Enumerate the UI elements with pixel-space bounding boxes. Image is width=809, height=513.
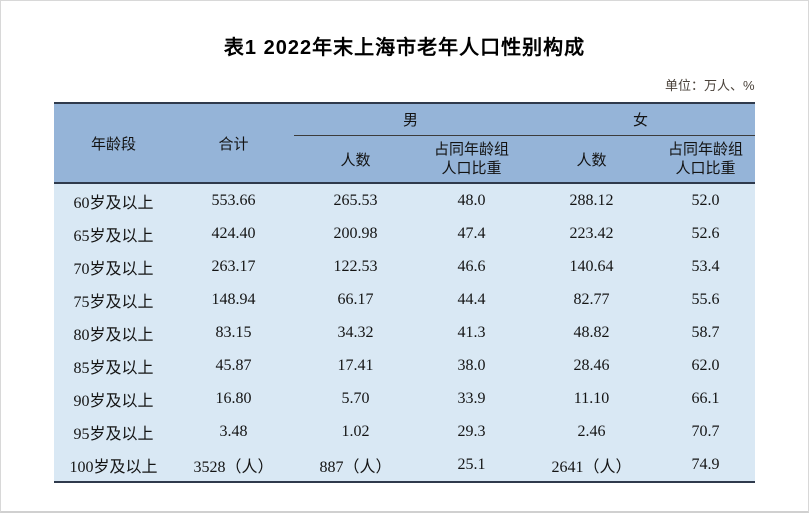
male-share-cell: 41.3 [457,323,486,341]
total-cell: 16.80 [215,389,252,407]
female-count-cell: 2641（人） [551,458,632,476]
age-cell: 90岁及以上 [73,392,154,410]
male-share-cell: 47.4 [457,224,486,242]
age-cell: 75岁及以上 [73,293,154,311]
male-count-cell: 1.02 [341,422,370,440]
header-group-row: 年龄段 合计 男 女 [54,103,755,184]
header-male-share-line2: 人口比重 [441,160,502,177]
male-share-cell: 48.0 [457,191,486,209]
population-table: 年龄段 合计 男 女 人数 占同年龄组 人口比重 人数 占同年龄组 人口比重 6… [54,102,755,483]
age-cell: 65岁及以上 [73,227,154,245]
male-count-cell: 66.17 [337,290,374,308]
age-cell: 70岁及以上 [73,260,154,278]
female-share-cell: 58.7 [691,323,720,341]
header-female-count: 人数 [526,135,657,184]
female-share-cell: 53.4 [691,257,720,275]
male-count-cell: 122.53 [333,257,378,275]
male-count-cell: 17.41 [337,356,374,374]
table-row: 95岁及以上 3.48 1.02 29.3 2.46 70.7 [54,415,754,448]
header-female-share: 占同年龄组 人口比重 [656,135,755,184]
table-row: 85岁及以上 45.87 17.41 38.0 28.46 62.0 [54,349,754,382]
header-male-share-line1: 占同年龄组 [433,140,509,158]
age-cell: 60岁及以上 [73,194,154,212]
male-share-cell: 38.0 [457,356,486,374]
female-share-cell: 70.7 [691,422,720,440]
unit-note: 单位：万人、% [664,78,755,93]
male-share-cell: 33.9 [457,389,486,407]
header-female-share-line1: 占同年龄组 [668,140,744,158]
age-cell: 80岁及以上 [73,326,154,344]
table-row: 80岁及以上 83.15 34.32 41.3 48.82 58.7 [54,316,754,349]
total-cell: 263.17 [211,257,256,275]
total-cell: 553.66 [211,191,256,209]
male-share-cell: 29.3 [457,422,486,440]
header-total: 合计 [172,103,295,184]
header-male-share: 占同年龄组 人口比重 [416,135,527,184]
female-count-cell: 223.42 [569,224,614,242]
female-count-cell: 28.46 [573,356,610,374]
age-cell: 100岁及以上 [69,458,158,476]
female-share-cell: 52.0 [691,191,720,209]
table-row: 100岁及以上 3528（人） 887（人） 25.1 2641（人） 74.9 [54,448,754,482]
table-row: 65岁及以上 424.40 200.98 47.4 223.42 52.6 [54,217,754,250]
total-cell: 83.15 [215,323,252,341]
table-row: 60岁及以上 553.66 265.53 48.0 288.12 52.0 [54,183,754,217]
male-count-cell: 887（人） [319,458,392,476]
total-cell: 424.40 [211,224,256,242]
total-cell: 3528（人） [193,458,274,476]
age-cell: 85岁及以上 [73,359,154,377]
header-female: 女 [526,103,755,136]
header-female-share-line2: 人口比重 [675,160,736,177]
female-count-cell: 140.64 [569,257,614,275]
age-cell: 95岁及以上 [73,425,154,443]
table-body: 60岁及以上 553.66 265.53 48.0 288.12 52.0 65… [54,183,755,482]
female-share-cell: 55.6 [691,290,720,308]
table-row: 75岁及以上 148.94 66.17 44.4 82.77 55.6 [54,283,754,316]
female-count-cell: 2.46 [577,422,606,440]
table-header: 年龄段 合计 男 女 人数 占同年龄组 人口比重 人数 占同年龄组 人口比重 [54,103,755,184]
male-count-cell: 34.32 [337,323,374,341]
total-cell: 3.48 [219,422,248,440]
male-count-cell: 5.70 [341,389,370,407]
table-row: 70岁及以上 263.17 122.53 46.6 140.64 53.4 [54,250,754,283]
female-share-cell: 62.0 [691,356,720,374]
male-share-cell: 25.1 [457,455,486,473]
header-male: 男 [294,103,527,136]
female-count-cell: 288.12 [569,191,614,209]
header-age-group: 年龄段 [54,103,173,184]
header-sub-row: 人数 占同年龄组 人口比重 人数 占同年龄组 人口比重 [54,135,755,184]
female-count-cell: 82.77 [573,290,610,308]
table-row: 90岁及以上 16.80 5.70 33.9 11.10 66.1 [54,382,754,415]
header-male-count: 人数 [294,135,417,184]
female-count-cell: 48.82 [573,323,610,341]
total-cell: 148.94 [211,290,256,308]
female-share-cell: 52.6 [691,224,720,242]
male-share-cell: 46.6 [457,257,486,275]
page-title: 表1 2022年末上海市老年人口性别构成 [223,37,586,59]
female-count-cell: 11.10 [573,389,610,407]
total-cell: 45.87 [215,356,252,374]
male-count-cell: 200.98 [333,224,378,242]
female-share-cell: 66.1 [691,389,720,407]
female-share-cell: 74.9 [691,455,720,473]
male-count-cell: 265.53 [333,191,378,209]
male-share-cell: 44.4 [457,290,486,308]
